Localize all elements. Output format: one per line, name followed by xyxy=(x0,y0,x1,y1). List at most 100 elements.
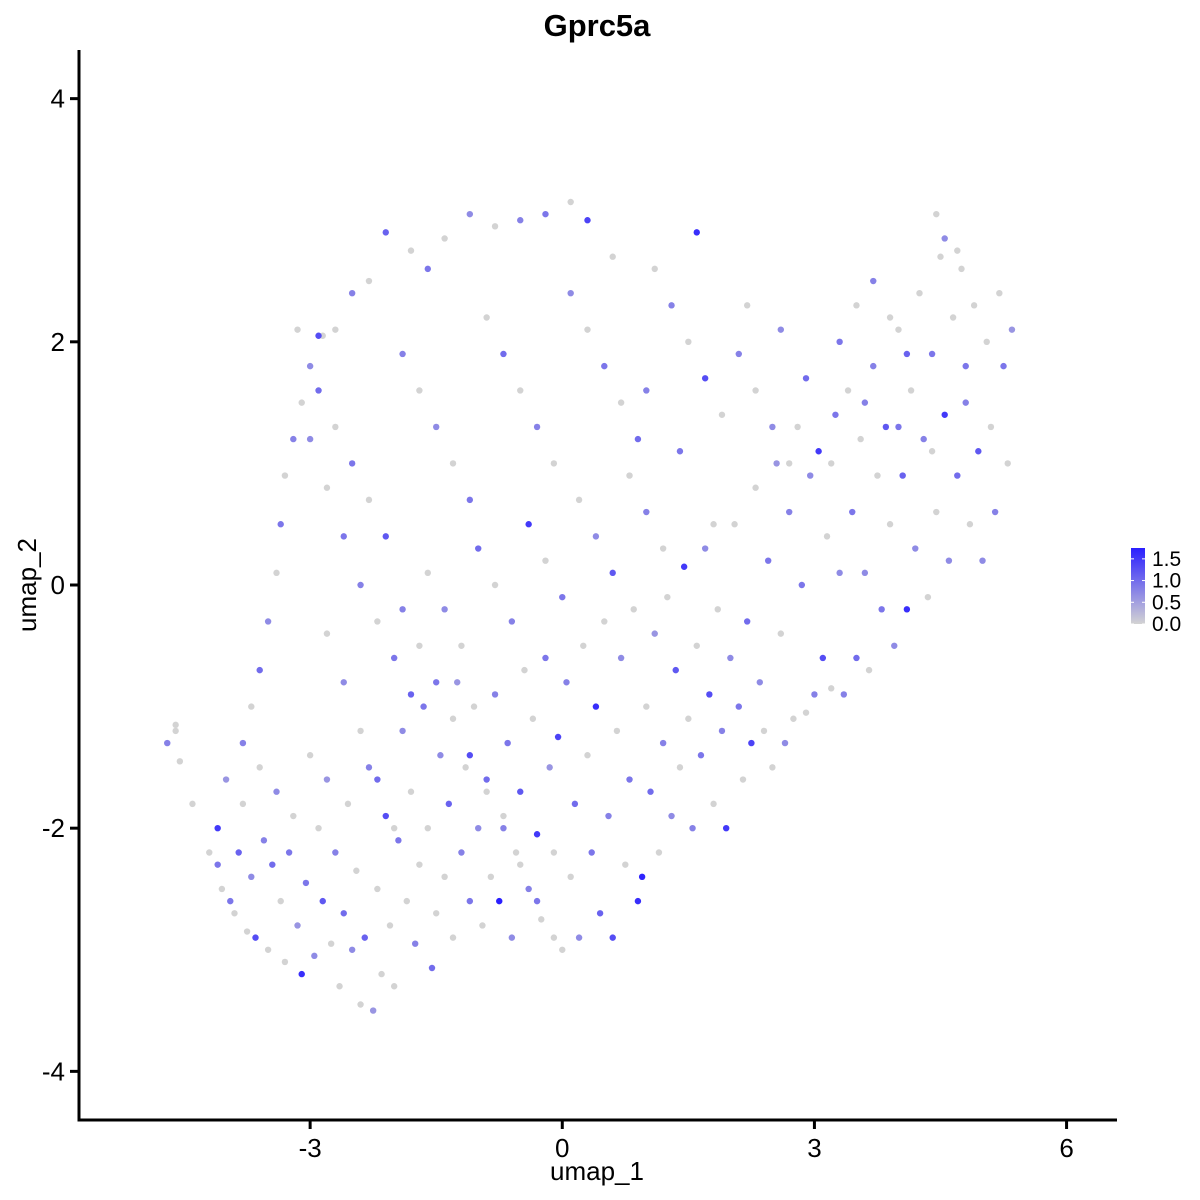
scatter-point xyxy=(575,934,583,941)
scatter-point xyxy=(605,812,612,820)
scatter-point xyxy=(407,691,415,698)
scatter-point xyxy=(626,776,633,783)
scatter-point xyxy=(441,235,448,242)
scatter-point xyxy=(483,314,490,321)
scatter-point xyxy=(781,739,789,747)
scatter-point xyxy=(891,642,898,649)
scatter-point xyxy=(445,800,453,808)
scatter-point xyxy=(584,217,591,224)
scatter-point xyxy=(441,873,448,881)
scatter-point xyxy=(491,691,499,698)
scatter-point xyxy=(743,618,751,625)
scatter-point xyxy=(214,861,221,868)
scatter-point xyxy=(336,983,343,990)
scatter-point xyxy=(462,764,469,771)
scatter-point xyxy=(701,375,709,382)
scatter-point xyxy=(277,521,284,528)
scatter-point xyxy=(584,326,591,333)
scatter-point xyxy=(550,934,558,941)
scatter-point xyxy=(239,800,247,808)
scatter-point xyxy=(538,916,545,923)
scatter-point xyxy=(407,247,415,254)
scatter-point xyxy=(302,879,310,887)
scatter-point xyxy=(395,837,402,844)
scatter-point xyxy=(685,715,692,722)
scatter-point xyxy=(424,265,432,273)
scatter-point xyxy=(357,727,364,735)
scatter-point xyxy=(638,873,646,881)
scatter-point xyxy=(323,776,331,783)
scatter-point xyxy=(592,703,600,710)
scatter-point xyxy=(731,521,738,528)
scatter-point xyxy=(659,739,667,747)
scatter-point xyxy=(840,691,848,698)
scatter-point xyxy=(323,484,331,491)
scatter-point xyxy=(559,593,566,601)
scatter-point xyxy=(172,721,179,729)
scatter-point xyxy=(916,289,923,297)
scatter-point xyxy=(496,897,503,905)
scatter-point xyxy=(596,910,604,917)
scatter-point xyxy=(630,606,637,613)
scatter-point xyxy=(979,557,986,564)
scatter-point xyxy=(592,533,600,540)
scatter-point xyxy=(769,423,776,431)
scatter-point xyxy=(454,679,461,686)
scatter-point xyxy=(815,448,822,455)
x-tick-label: 3 xyxy=(807,1133,821,1163)
scatter-point xyxy=(693,642,700,649)
scatter-point xyxy=(281,958,289,966)
scatter-point xyxy=(466,496,474,504)
scatter-point xyxy=(811,691,818,698)
scatter-point xyxy=(508,934,516,941)
scatter-point xyxy=(231,910,238,917)
scatter-point xyxy=(937,253,944,260)
scatter-point xyxy=(672,666,679,674)
scatter-point xyxy=(983,338,990,346)
scatter-point xyxy=(567,873,574,881)
scatter-point xyxy=(823,533,831,540)
scatter-point xyxy=(533,831,541,838)
y-tick-label: 0 xyxy=(51,570,65,600)
scatter-point xyxy=(769,764,776,771)
scatter-point xyxy=(399,727,406,735)
scatter-point xyxy=(449,715,457,722)
scatter-point xyxy=(836,569,843,577)
scatter-point xyxy=(718,411,726,418)
scatter-point xyxy=(786,508,793,516)
scatter-point xyxy=(340,910,347,917)
scatter-point xyxy=(634,435,642,443)
scatter-point xyxy=(647,788,654,795)
scatter-point xyxy=(613,727,621,735)
scatter-point xyxy=(374,618,381,625)
scatter-point xyxy=(504,739,511,747)
scatter-point xyxy=(437,752,444,759)
scatter-point xyxy=(546,764,553,771)
scatter-point xyxy=(807,472,814,479)
scatter-point xyxy=(584,752,591,759)
scatter-point xyxy=(949,314,957,321)
scatter-point xyxy=(609,569,616,577)
scatter-point xyxy=(382,812,389,820)
scatter-point xyxy=(374,885,381,893)
scatter-point xyxy=(828,460,835,467)
scatter-point xyxy=(601,362,608,370)
scatter-point xyxy=(290,435,297,443)
scatter-point xyxy=(609,934,616,941)
scatter-point xyxy=(676,764,684,771)
scatter-point xyxy=(306,435,314,443)
scatter-point xyxy=(685,338,692,346)
scatter-point xyxy=(849,508,856,516)
scatter-point xyxy=(214,824,221,832)
x-ticks: -3 0 3 6 xyxy=(299,1120,1074,1163)
scatter-point xyxy=(773,460,780,467)
scatter-point xyxy=(508,618,516,625)
scatter-point xyxy=(622,861,629,868)
scatter-point xyxy=(878,606,885,613)
scatter-point xyxy=(227,897,234,905)
scatter-point xyxy=(752,387,759,394)
scatter-point xyxy=(970,302,978,309)
scatter-point xyxy=(777,630,785,637)
scatter-point xyxy=(466,897,474,905)
scatter-point xyxy=(361,934,368,941)
